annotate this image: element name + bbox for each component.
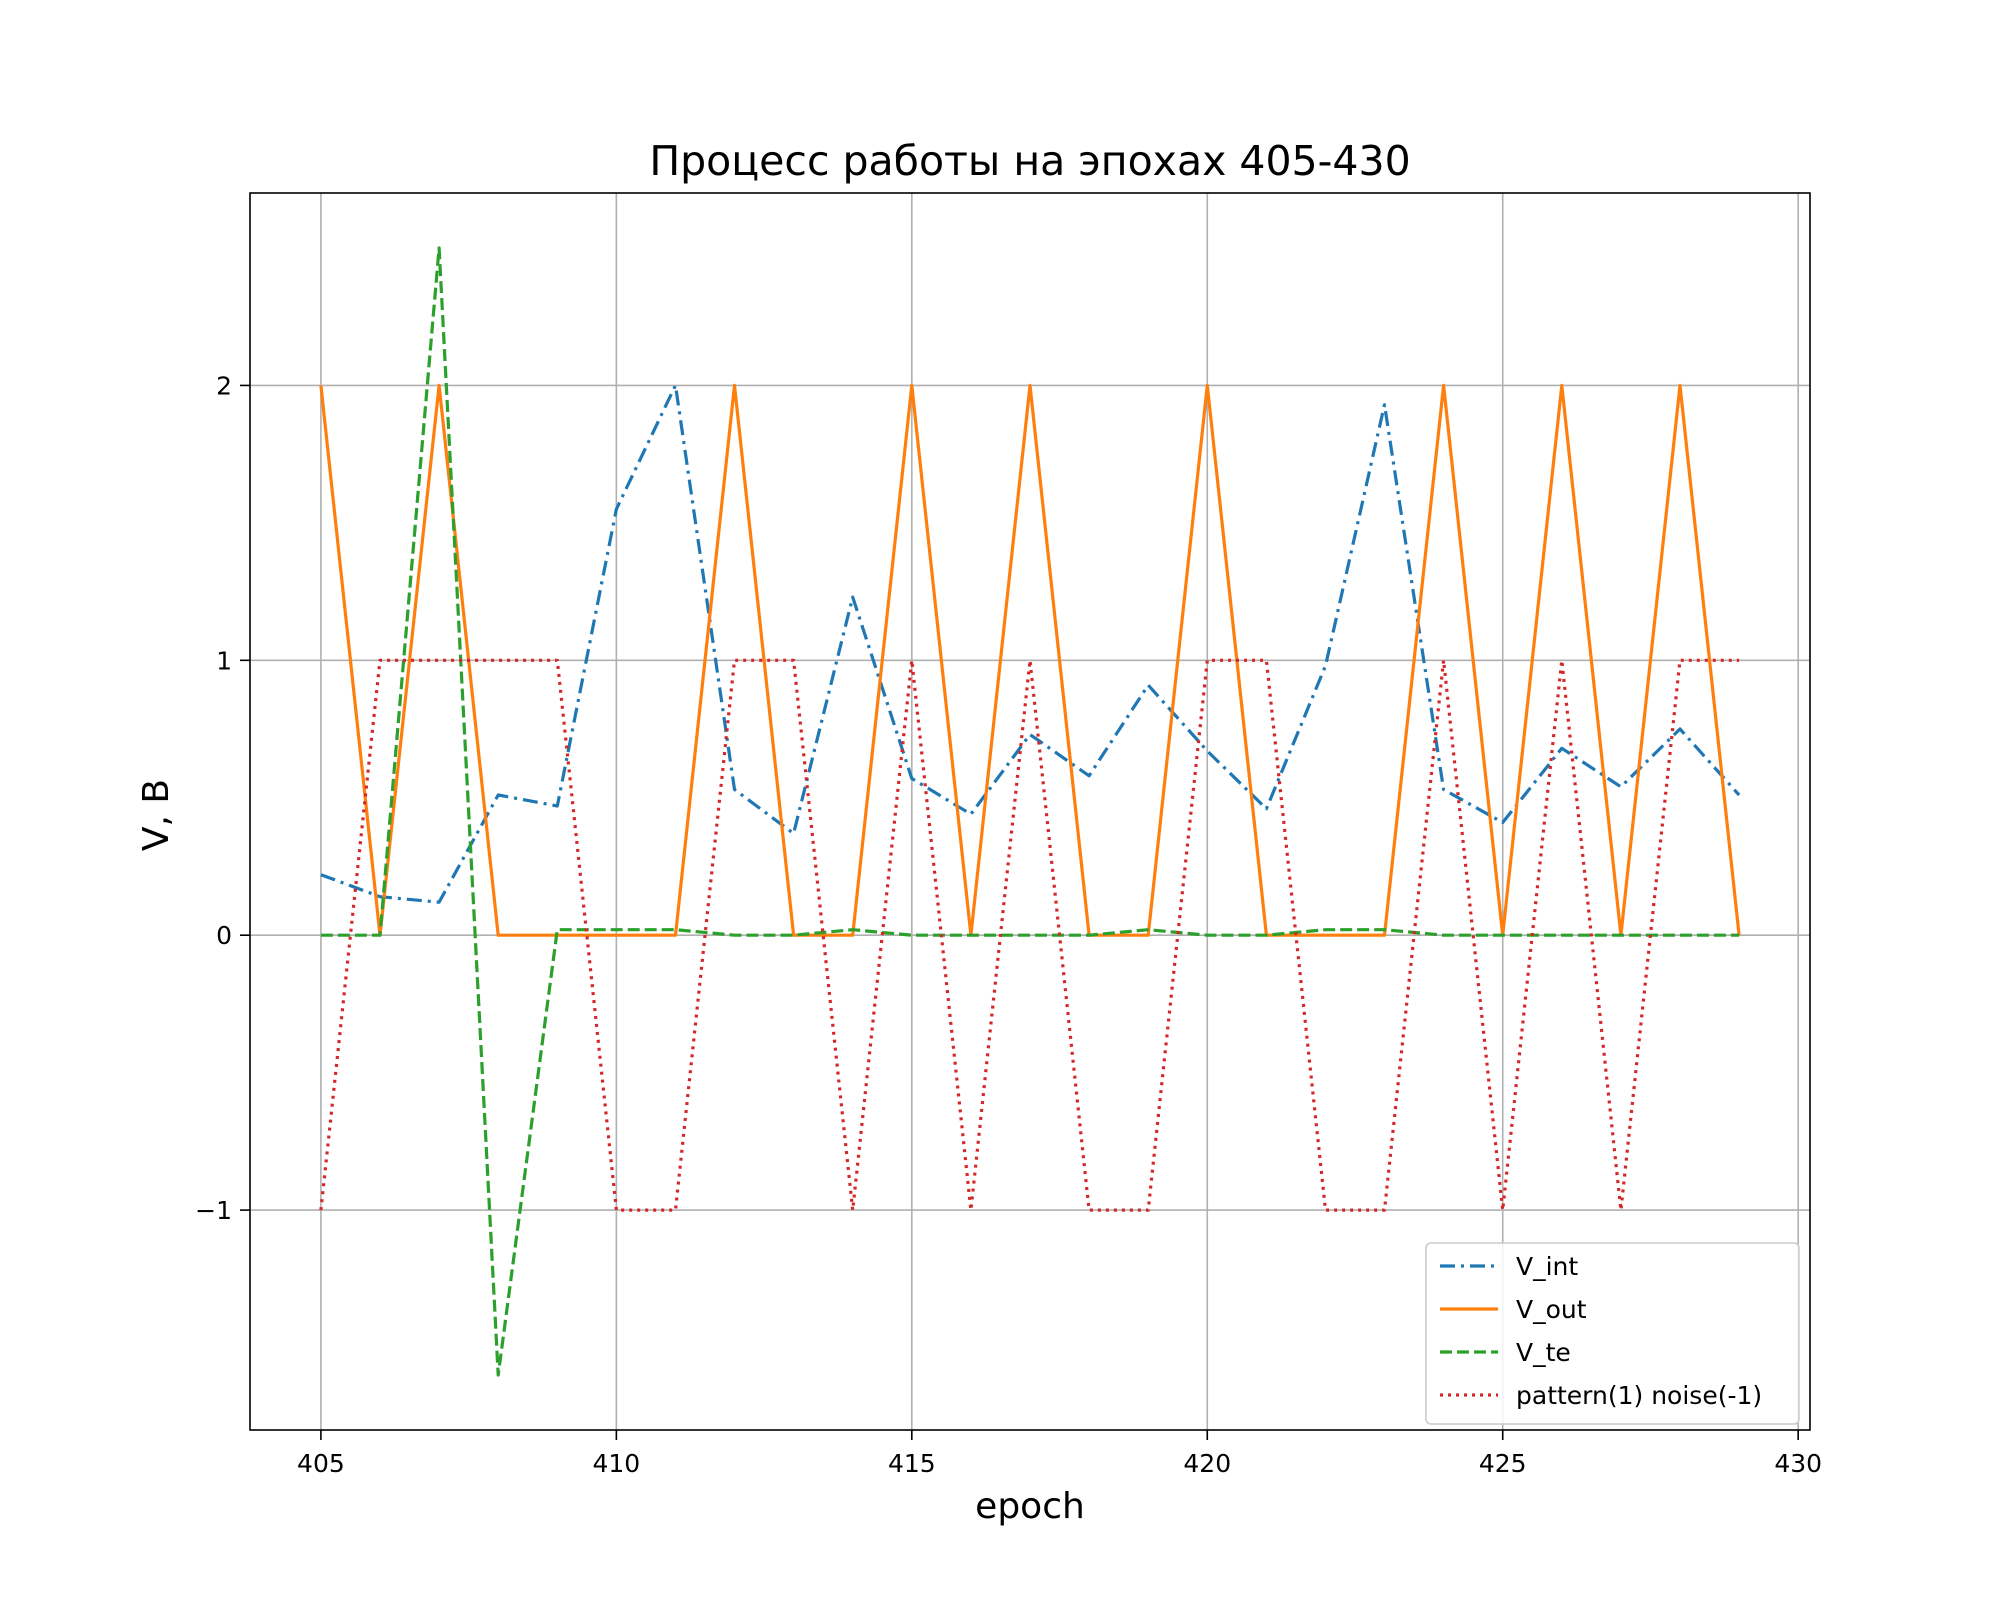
x-tick-label: 415 [888, 1449, 936, 1478]
y-tick-label: −1 [195, 1196, 232, 1225]
y-axis-label: V, B [136, 779, 177, 851]
series-line-pattern-1-noise-1 [319, 658, 1740, 1212]
plot-frame [249, 192, 1811, 1431]
y-tick-label: 0 [216, 921, 232, 950]
x-tick-label: 425 [1479, 1449, 1527, 1478]
series-line-v-te [320, 246, 1740, 1377]
chart-title: Процесс работы на эпохах 405-430 [649, 137, 1410, 185]
series-layer [319, 246, 1741, 1377]
x-tick-label: 405 [297, 1449, 345, 1478]
x-tick-label: 430 [1774, 1449, 1822, 1478]
legend-label: pattern(1) noise(-1) [1516, 1381, 1762, 1410]
legend: V_int V_out V_te pattern(1) noise(-1) [1425, 1242, 1800, 1425]
y-tick-label: 2 [216, 371, 232, 400]
axis-ticks: 405 410 415 420 425 430 −1 0 1 2 [195, 371, 1822, 1478]
x-tick-label: 420 [1183, 1449, 1231, 1478]
x-tick-label: 410 [593, 1449, 641, 1478]
legend-label: V_te [1516, 1338, 1571, 1367]
legend-box [1425, 1242, 1800, 1425]
x-axis-label: epoch [975, 1486, 1085, 1527]
y-tick-label: 1 [216, 646, 232, 675]
series-line-v-int [320, 383, 1741, 904]
legend-label: V_int [1516, 1252, 1578, 1281]
legend-label: V_out [1516, 1295, 1587, 1324]
